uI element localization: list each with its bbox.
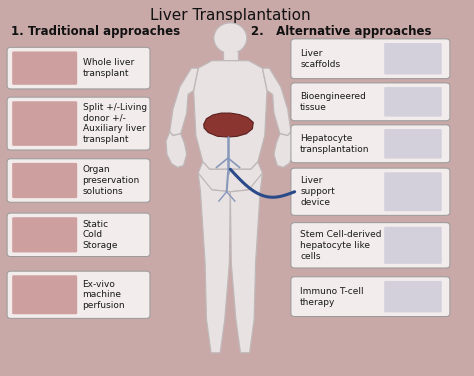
Polygon shape: [223, 52, 237, 61]
FancyBboxPatch shape: [291, 277, 450, 317]
Polygon shape: [166, 132, 187, 167]
FancyBboxPatch shape: [12, 275, 77, 314]
FancyBboxPatch shape: [7, 213, 150, 256]
Polygon shape: [170, 68, 198, 136]
FancyBboxPatch shape: [384, 87, 442, 117]
FancyBboxPatch shape: [384, 281, 442, 312]
Text: Whole liver
transplant: Whole liver transplant: [82, 58, 134, 78]
Polygon shape: [198, 162, 263, 192]
FancyBboxPatch shape: [12, 163, 77, 198]
FancyBboxPatch shape: [384, 43, 442, 74]
FancyBboxPatch shape: [291, 125, 450, 163]
FancyBboxPatch shape: [291, 39, 450, 79]
Text: Liver
scaffolds: Liver scaffolds: [300, 49, 340, 69]
FancyBboxPatch shape: [7, 159, 150, 202]
FancyBboxPatch shape: [12, 217, 77, 252]
Polygon shape: [198, 173, 230, 353]
FancyBboxPatch shape: [291, 168, 450, 215]
Polygon shape: [230, 173, 263, 353]
Text: Liver
support
device: Liver support device: [300, 176, 335, 207]
Text: Split +/-Living
donor +/-
Auxiliary liver
transplant: Split +/-Living donor +/- Auxiliary live…: [82, 103, 147, 144]
Text: Hepatocyte
transplantation: Hepatocyte transplantation: [300, 134, 370, 154]
Text: 2.   Alternative approaches: 2. Alternative approaches: [251, 25, 431, 38]
FancyBboxPatch shape: [384, 129, 442, 159]
FancyBboxPatch shape: [12, 101, 77, 146]
Text: Stem Cell-derived
hepatocyte like
cells: Stem Cell-derived hepatocyte like cells: [300, 230, 382, 261]
Text: 1. Traditional approaches: 1. Traditional approaches: [11, 25, 180, 38]
FancyBboxPatch shape: [291, 83, 450, 121]
Text: Ex-vivo
machine
perfusion: Ex-vivo machine perfusion: [82, 279, 125, 310]
Polygon shape: [204, 113, 253, 137]
Text: Bioengineered
tissue: Bioengineered tissue: [300, 92, 366, 112]
FancyBboxPatch shape: [7, 47, 150, 89]
Text: Organ
preservation
solutions: Organ preservation solutions: [82, 165, 140, 196]
Polygon shape: [263, 68, 291, 136]
FancyBboxPatch shape: [384, 227, 442, 264]
FancyBboxPatch shape: [291, 223, 450, 268]
Polygon shape: [274, 132, 295, 167]
FancyBboxPatch shape: [384, 172, 442, 211]
Text: Immuno T-cell
therapy: Immuno T-cell therapy: [300, 287, 364, 306]
Polygon shape: [193, 61, 267, 169]
Text: Liver Transplantation: Liver Transplantation: [150, 8, 310, 23]
Text: Static
Cold
Storage: Static Cold Storage: [82, 220, 118, 250]
FancyBboxPatch shape: [7, 271, 150, 318]
FancyBboxPatch shape: [12, 52, 77, 85]
Ellipse shape: [214, 23, 247, 53]
FancyBboxPatch shape: [7, 97, 150, 150]
